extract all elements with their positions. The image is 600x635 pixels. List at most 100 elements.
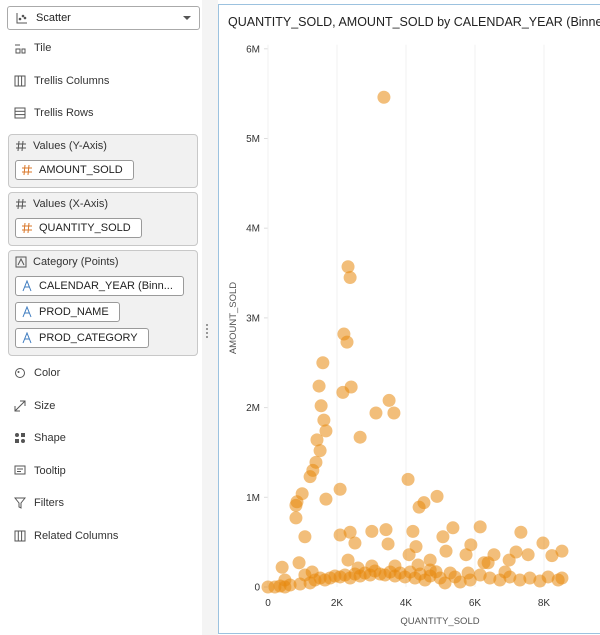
y-axis-label: AMOUNT_SOLD <box>228 282 239 354</box>
drop-target[interactable]: Tile <box>14 39 51 57</box>
icon <box>183 16 191 20</box>
icon <box>15 44 26 54</box>
point <box>343 271 357 285</box>
point <box>555 544 569 558</box>
icon <box>22 222 32 234</box>
splitter-handle <box>206 324 208 338</box>
point <box>461 566 475 580</box>
point <box>483 571 497 585</box>
point <box>382 393 396 407</box>
y-tick-label: 0 <box>254 583 260 594</box>
x-tick-label: 4K <box>400 598 413 609</box>
x-tick-label: 8K <box>538 598 551 609</box>
point <box>521 548 535 562</box>
icon <box>15 368 25 378</box>
point <box>438 576 452 590</box>
y-tick-label: 2M <box>246 403 260 414</box>
point <box>406 524 420 538</box>
drop-target[interactable]: Trellis Columns <box>14 72 109 90</box>
column-pill[interactable]: AMOUNT_SOLD <box>15 160 134 180</box>
column-pill[interactable]: PROD_CATEGORY <box>15 328 149 348</box>
point <box>473 520 487 534</box>
drop-target-label: Trellis Rows <box>34 107 94 120</box>
point <box>292 556 306 570</box>
point <box>343 525 357 539</box>
point <box>341 553 355 567</box>
point <box>387 406 401 420</box>
x-axis-label: QUANTITY_SOLD <box>400 616 479 627</box>
point <box>310 433 324 447</box>
chart-type-dropdown[interactable]: Scatter <box>7 6 200 30</box>
icon <box>22 280 32 292</box>
point <box>545 549 559 563</box>
column-pill[interactable]: PROD_NAME <box>15 302 120 322</box>
drop-target[interactable]: Shape <box>14 429 66 447</box>
point <box>509 545 523 559</box>
chart-title: QUANTITY_SOLD, AMOUNT_SOLD by CALENDAR_Y… <box>228 15 600 29</box>
icon <box>14 530 26 542</box>
drop-target[interactable]: Tooltip <box>14 462 66 480</box>
point <box>459 548 473 562</box>
icon <box>15 256 27 268</box>
icon <box>22 332 32 344</box>
y-tick-label: 4M <box>246 224 260 235</box>
drop-target[interactable]: Color <box>14 364 60 382</box>
point <box>377 90 391 104</box>
icon <box>16 13 27 24</box>
dropdown-value: Scatter <box>36 12 71 24</box>
drop-target-label: Size <box>34 399 56 412</box>
point <box>453 575 467 589</box>
y-tick-label: 3M <box>246 313 260 324</box>
x-tick-label: 6K <box>469 598 482 609</box>
point <box>430 489 444 503</box>
point <box>316 356 330 370</box>
drop-target[interactable]: Trellis Rows <box>14 104 94 122</box>
point <box>365 559 379 573</box>
icon <box>22 164 32 176</box>
point <box>275 560 289 574</box>
column-pill[interactable]: QUANTITY_SOLD <box>15 218 142 238</box>
y-tick-label: 6M <box>246 44 260 55</box>
point <box>303 470 317 484</box>
drop-target[interactable]: Filters <box>14 494 64 512</box>
point <box>412 500 426 514</box>
point <box>305 565 319 579</box>
drop-target[interactable]: Related Columns <box>14 527 118 545</box>
icon <box>16 198 26 210</box>
point <box>423 553 437 567</box>
point <box>341 260 355 274</box>
icon <box>15 433 25 444</box>
icon <box>22 306 32 318</box>
point <box>290 495 304 509</box>
icon <box>14 465 26 475</box>
point <box>477 556 491 570</box>
icon <box>14 75 26 87</box>
drop-target-label: Related Columns <box>34 530 119 542</box>
column-name: PROD_CATEGORY <box>39 332 138 344</box>
point <box>319 424 333 438</box>
point <box>289 511 303 525</box>
y-tick-label: 1M <box>246 493 260 504</box>
drop-target-label: Shape <box>34 432 66 445</box>
section-box: Values (X-Axis) QUANTITY_SOLD <box>8 192 198 246</box>
point <box>541 570 555 584</box>
point <box>388 559 402 573</box>
point <box>369 406 383 420</box>
column-pill[interactable]: CALENDAR_YEAR (Binn... <box>15 276 184 296</box>
icon <box>14 107 26 119</box>
point <box>336 385 350 399</box>
point <box>317 413 331 427</box>
y-tick-label: 5M <box>246 134 260 145</box>
point <box>446 521 460 535</box>
drop-target-label: Color <box>34 367 61 379</box>
point <box>379 523 393 537</box>
drop-target[interactable]: Size <box>14 397 55 415</box>
point <box>278 573 292 587</box>
point <box>536 536 550 550</box>
splitter[interactable] <box>202 0 218 635</box>
drop-target-label: Trellis Columns <box>34 74 110 87</box>
point <box>333 528 347 542</box>
icon <box>14 400 26 412</box>
